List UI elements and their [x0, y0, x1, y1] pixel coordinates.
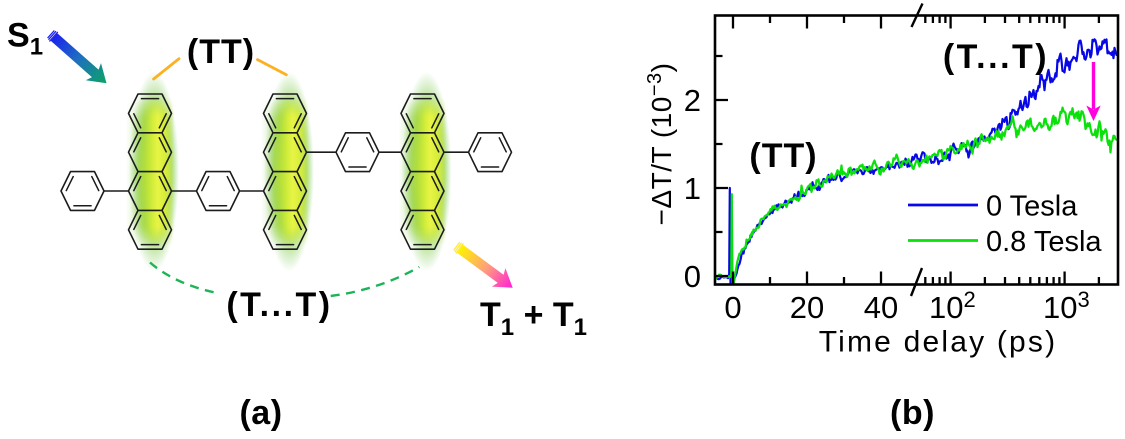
svg-text:(TT): (TT) [749, 137, 817, 175]
svg-text:20: 20 [790, 290, 824, 325]
svg-text:Time delay (ps): Time delay (ps) [819, 326, 1058, 359]
svg-text:0.8 Tesla: 0.8 Tesla [986, 226, 1102, 258]
svg-text:(T...T): (T...T) [226, 286, 332, 324]
svg-text:103: 103 [1043, 287, 1090, 325]
svg-text:102: 102 [929, 287, 976, 325]
svg-text:T1 + T1: T1 + T1 [480, 296, 587, 341]
svg-text:1: 1 [684, 171, 701, 206]
svg-text:0: 0 [684, 259, 701, 294]
svg-text:(TT): (TT) [187, 33, 255, 71]
svg-text:(b): (b) [890, 394, 935, 432]
svg-text:S1: S1 [7, 17, 43, 61]
svg-text:(a): (a) [239, 394, 282, 432]
svg-text:40: 40 [864, 290, 898, 325]
svg-text:(T...T): (T...T) [943, 38, 1049, 76]
svg-text:2: 2 [684, 83, 701, 118]
svg-text:0 Tesla: 0 Tesla [986, 191, 1078, 223]
svg-text:0: 0 [724, 290, 741, 325]
